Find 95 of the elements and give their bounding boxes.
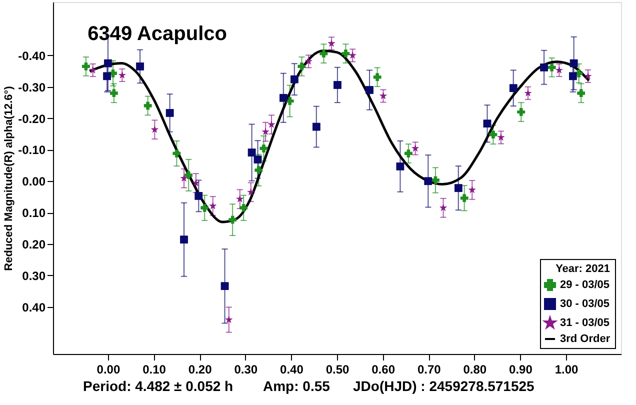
point: [373, 73, 382, 81]
point: [320, 50, 328, 58]
point: [254, 166, 263, 174]
point: [110, 89, 118, 98]
point: [228, 216, 236, 224]
point: [236, 195, 244, 202]
point: [280, 94, 288, 102]
point: [268, 120, 276, 128]
y-tick-label: -0.20: [18, 112, 46, 126]
x-tick-label: 0.30: [234, 362, 258, 376]
y-tick-label: 0.30: [22, 268, 46, 283]
point: [184, 171, 192, 180]
legend-label: 3rd Order: [560, 333, 611, 345]
point: [180, 236, 188, 244]
y-tick-label: 0.00: [22, 174, 46, 189]
point: [166, 109, 174, 117]
point: [247, 188, 255, 196]
point: [136, 62, 144, 70]
legend-label: 31 - 03/05: [560, 317, 610, 329]
legend-title: Year: 2021: [556, 263, 610, 275]
x-tick-label: 0.80: [463, 362, 487, 376]
point: [220, 282, 229, 290]
x-tick-label: 0.90: [509, 362, 533, 376]
point: [404, 150, 412, 158]
point: [396, 162, 404, 170]
x-tick-label: 0.40: [280, 362, 304, 376]
point: [584, 72, 592, 80]
y-tick-label: -0.30: [18, 80, 46, 94]
point: [366, 86, 374, 94]
y-tick-label: -0.10: [18, 143, 46, 158]
point: [348, 52, 356, 59]
point: [180, 174, 188, 182]
point: [200, 204, 208, 212]
point: [151, 126, 158, 133]
x-tick-label: 0.00: [96, 362, 120, 376]
point: [570, 59, 578, 68]
point: [489, 130, 498, 138]
point: [569, 72, 577, 80]
point: [82, 62, 90, 70]
legend-label: 30 - 03/05: [560, 298, 610, 310]
y-axis-title: Reduced Magnitude(R) alpha(12.6°): [3, 86, 16, 271]
x-tick-label: 0.20: [188, 362, 212, 376]
point: [312, 122, 320, 131]
point: [172, 150, 181, 158]
point: [334, 81, 342, 89]
point: [103, 72, 111, 80]
point: [524, 89, 532, 96]
x-tick-label: 0.10: [142, 362, 166, 376]
point: [194, 192, 203, 200]
x-tick-label: 0.70: [417, 362, 442, 376]
point: [262, 128, 270, 135]
point: [290, 75, 298, 84]
point: [89, 66, 97, 74]
point: [483, 120, 492, 128]
point: [328, 40, 336, 47]
point: [225, 316, 233, 323]
point: [432, 176, 440, 184]
point: [144, 102, 152, 110]
point: [497, 134, 505, 141]
point: [209, 202, 217, 210]
point: [517, 108, 526, 116]
point: [412, 144, 420, 152]
point: [304, 58, 312, 65]
y-tick-label: -0.40: [18, 48, 46, 63]
x-tick-label: 0.60: [372, 362, 396, 376]
y-tick-label: 0.40: [22, 300, 46, 314]
x-tick-label: 0.50: [326, 362, 350, 376]
y-tick-label: 0.10: [22, 206, 46, 220]
point: [240, 204, 248, 212]
x-tick-label: 1.00: [554, 362, 579, 376]
text: Period: 4.482 ± 0.052 h: [83, 378, 234, 394]
point: [342, 50, 350, 58]
point: [440, 204, 447, 211]
point: [192, 179, 200, 186]
text: 6349 Acapulco: [88, 23, 227, 45]
point: [540, 64, 548, 72]
text: JDo(HJD) : 2459278.571525: [353, 378, 535, 394]
point: [118, 71, 126, 78]
point: [468, 186, 476, 194]
text: Amp: 0.55: [263, 378, 330, 394]
point: [577, 89, 586, 98]
point: [260, 144, 268, 152]
point: [548, 64, 556, 72]
point: [380, 92, 387, 100]
point: [286, 97, 294, 105]
point: [509, 84, 518, 92]
point: [298, 62, 306, 70]
point: [555, 66, 563, 74]
point: [454, 184, 462, 192]
point: [104, 59, 112, 68]
y-tick-label: 0.20: [22, 238, 46, 252]
point: [460, 194, 468, 202]
legend-label: 29 - 03/05: [560, 279, 610, 291]
point: [254, 156, 262, 164]
point: [248, 148, 256, 156]
